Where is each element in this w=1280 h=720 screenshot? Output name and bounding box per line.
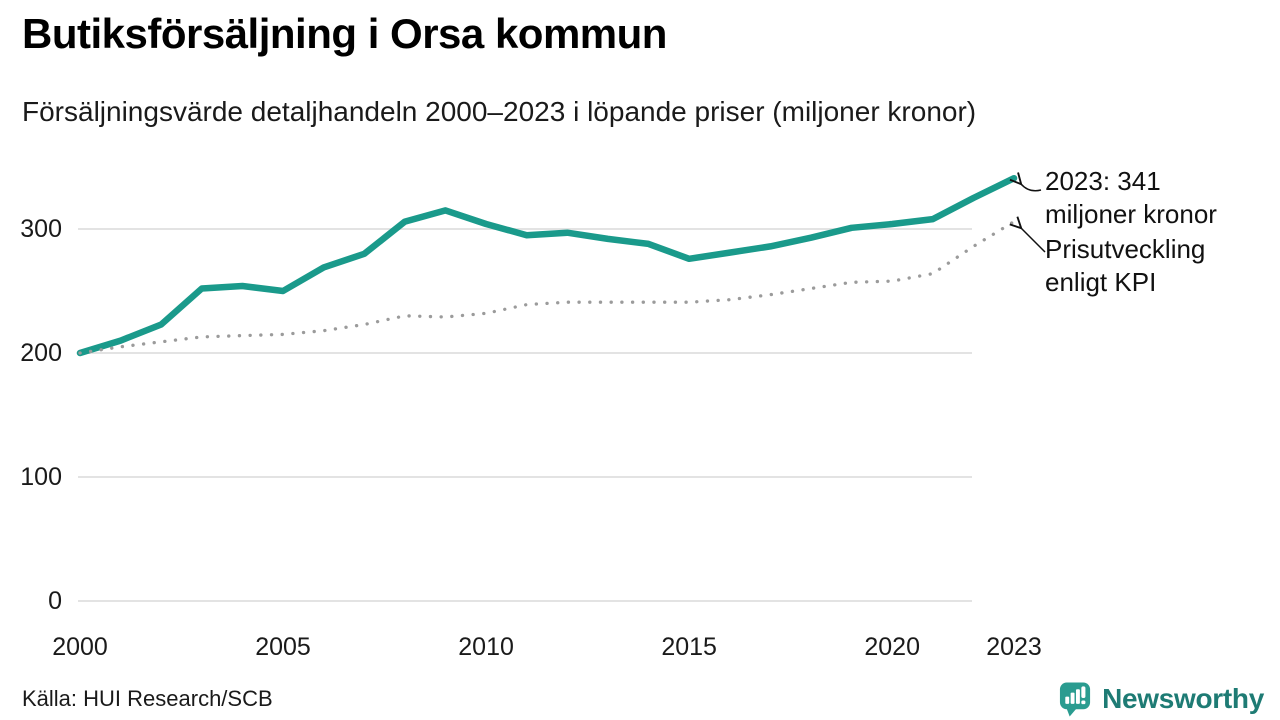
y-tick-label-300: 300 <box>20 215 62 243</box>
y-tick-label-100: 100 <box>20 463 62 491</box>
sales-line <box>76 174 1018 357</box>
annotation-kpi: Prisutveckling enligt KPI <box>1045 233 1205 299</box>
x-tick-label-2015: 2015 <box>661 633 717 661</box>
annotation-arrow-kpi <box>1021 228 1046 253</box>
newsworthy-logo: Newsworthy <box>1058 681 1264 717</box>
annotation-sales-line1: 2023: 341 <box>1045 166 1161 196</box>
annotation-arrow-sales <box>1021 184 1042 192</box>
x-tick-label-2020: 2020 <box>864 633 920 661</box>
chart-title: Butiksförsäljning i Orsa kommun <box>22 10 667 57</box>
series-lines <box>76 174 1018 357</box>
kpi-line <box>78 219 1016 355</box>
x-tick-label-2010: 2010 <box>458 633 514 661</box>
annotation-kpi-line2: enligt KPI <box>1045 267 1157 297</box>
annotation-sales: 2023: 341 miljoner kronor <box>1045 165 1217 231</box>
x-tick-label-2005: 2005 <box>255 633 311 661</box>
chart-subtitle: Försäljningsvärde detaljhandeln 2000–202… <box>22 96 977 127</box>
y-tick-label-0: 0 <box>48 587 62 615</box>
gridlines <box>78 228 972 602</box>
newsworthy-logo-icon <box>1060 682 1091 717</box>
x-tick-label-2023: 2023 <box>986 633 1042 661</box>
annotation-kpi-line1: Prisutveckling <box>1045 234 1206 264</box>
source-note: Källa: HUI Research/SCB <box>22 686 273 711</box>
x-tick-label-2000: 2000 <box>52 633 108 661</box>
newsworthy-logo-text: Newsworthy <box>1102 683 1264 714</box>
y-tick-label-200: 200 <box>20 339 62 367</box>
annotation-sales-line2: miljoner kronor <box>1045 199 1217 229</box>
